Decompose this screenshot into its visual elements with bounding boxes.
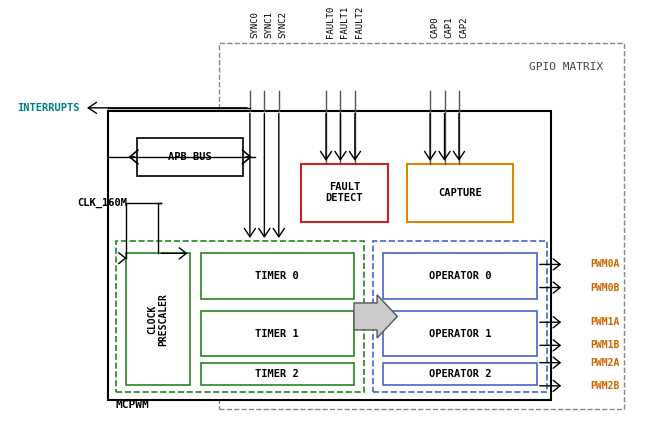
Text: SYNC2: SYNC2 — [279, 12, 288, 38]
Text: FAULT0: FAULT0 — [326, 6, 335, 38]
Text: APB BUS: APB BUS — [168, 152, 212, 162]
Text: TIMER 0: TIMER 0 — [255, 271, 299, 281]
Text: CAP1: CAP1 — [445, 17, 454, 38]
Text: FAULT1: FAULT1 — [340, 6, 349, 38]
Text: TIMER 1: TIMER 1 — [255, 329, 299, 339]
Bar — [219, 43, 624, 410]
Bar — [125, 253, 190, 385]
Text: OPERATOR 1: OPERATOR 1 — [428, 329, 491, 339]
Bar — [383, 253, 537, 299]
Text: CLOCK
PRESCALER: CLOCK PRESCALER — [147, 293, 168, 346]
Bar — [137, 138, 243, 176]
Bar — [108, 111, 552, 400]
Bar — [200, 363, 354, 385]
Text: OPERATOR 2: OPERATOR 2 — [428, 369, 491, 379]
Text: CAP2: CAP2 — [459, 17, 468, 38]
Bar — [200, 253, 354, 299]
Bar — [374, 241, 547, 392]
Text: SYNC0: SYNC0 — [250, 12, 259, 38]
Text: INTERRUPTS: INTERRUPTS — [17, 103, 79, 113]
Text: OPERATOR 0: OPERATOR 0 — [428, 271, 491, 281]
Text: PWM0A: PWM0A — [590, 259, 620, 270]
Text: PWM1B: PWM1B — [590, 340, 620, 350]
Text: PWM1A: PWM1A — [590, 317, 620, 327]
Text: CAPTURE: CAPTURE — [438, 187, 482, 197]
Text: MCPWM: MCPWM — [116, 400, 150, 410]
Text: PWM2B: PWM2B — [590, 381, 620, 391]
Text: FAULT
DETECT: FAULT DETECT — [326, 182, 363, 203]
Text: TIMER 2: TIMER 2 — [255, 369, 299, 379]
Polygon shape — [354, 295, 397, 338]
Text: CAP0: CAP0 — [430, 17, 439, 38]
Text: PWM0B: PWM0B — [590, 283, 620, 292]
Bar — [200, 311, 354, 356]
Bar — [383, 363, 537, 385]
Bar — [407, 164, 513, 222]
Text: CLK_160M: CLK_160M — [78, 198, 127, 208]
Bar — [301, 164, 388, 222]
Text: SYNC1: SYNC1 — [264, 12, 274, 38]
Bar — [116, 241, 364, 392]
Text: FAULT2: FAULT2 — [355, 6, 364, 38]
Text: PWM2A: PWM2A — [590, 358, 620, 368]
Bar — [383, 311, 537, 356]
Text: GPIO MATRIX: GPIO MATRIX — [529, 62, 603, 73]
